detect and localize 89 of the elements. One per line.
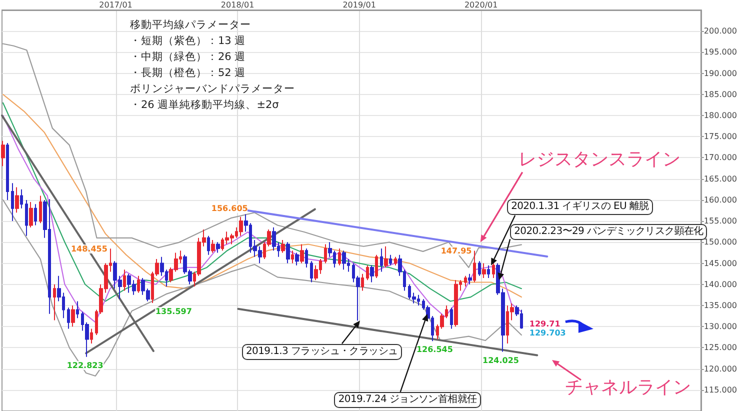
y-tick-label: 120.000 <box>704 364 738 374</box>
y-tick-label: 115.000 <box>704 385 738 394</box>
y-tick-label: 130.000 <box>704 322 738 332</box>
annotation: チャネルライン <box>565 377 691 398</box>
candlestick <box>291 250 294 264</box>
candlestick <box>380 248 383 272</box>
annotation: 129.703 <box>529 328 566 338</box>
candlestick <box>324 244 327 264</box>
candlestick <box>394 256 397 266</box>
annotation: ・中期（緑色）：26 週 <box>130 50 246 64</box>
candlestick <box>281 240 285 254</box>
candlestick <box>370 264 374 283</box>
y-tick-label: 180.000 <box>704 111 738 120</box>
candlestick <box>384 246 388 268</box>
candlestick <box>207 235 210 256</box>
candlestick <box>375 254 378 279</box>
annotation: 2020.2.23〜29 パンデミックリスク顕在化 <box>514 226 704 238</box>
candlestick <box>123 269 126 292</box>
y-tick-label: 155.000 <box>704 216 738 226</box>
candlestick <box>286 242 290 264</box>
candlestick <box>342 250 346 270</box>
candlestick <box>71 304 75 328</box>
annotation: レジスタンスライン <box>518 149 680 170</box>
candlestick <box>468 273 472 285</box>
candlestick <box>20 188 23 209</box>
candlestick <box>305 248 308 268</box>
annotation: 147.95 <box>440 246 472 256</box>
annotation: 122.823 <box>66 360 104 370</box>
candlestick <box>211 240 215 254</box>
candlestick <box>454 280 458 328</box>
y-tick-label: 190.000 <box>704 68 738 78</box>
candlestick <box>90 328 93 344</box>
candlestick <box>34 204 37 226</box>
y-tick-label: 135.000 <box>704 300 738 310</box>
candlestick <box>482 262 486 279</box>
y-tick-label: 200.000 <box>704 26 738 36</box>
y-tick-label: 185.000 <box>704 90 738 99</box>
candlestick <box>487 264 490 279</box>
y-tick-label: 125.000 <box>704 343 738 352</box>
candlestick <box>11 182 14 222</box>
y-tick-label: 170.000 <box>704 153 738 162</box>
candlestick <box>6 142 9 200</box>
annotation: 2020.1.31 イギリスの EU 離脱 <box>507 199 653 216</box>
annotation: 135.597 <box>155 306 192 316</box>
annotation: 2019.1.3 フラッシュ・クラッシュ <box>242 344 402 360</box>
y-tick-label: 195.000 <box>704 48 738 57</box>
candlestick <box>67 307 70 330</box>
x-tick-label: 2017/01 <box>99 0 132 10</box>
candlestick <box>450 307 453 330</box>
candlestick <box>39 195 42 224</box>
candlestick <box>310 260 313 283</box>
annotation: 129.71 <box>529 319 560 328</box>
y-tick-label: 150.000 <box>704 238 738 247</box>
candlestick <box>295 252 299 266</box>
candlestick <box>25 199 28 236</box>
x-tick-label: 2019/01 <box>342 0 376 10</box>
annotation: 156.605 <box>211 204 248 214</box>
candlestick <box>137 275 140 294</box>
annotation: 移動平均線パラメーター <box>130 18 251 32</box>
y-tick-label: 165.000 <box>704 174 738 184</box>
candlestick <box>29 202 33 228</box>
candlestick <box>76 300 79 319</box>
candlestick <box>1 140 5 167</box>
candlestick <box>389 254 392 266</box>
candlestick <box>53 284 56 321</box>
x-tick-label: 2020/01 <box>464 0 498 10</box>
candlestick <box>15 186 19 214</box>
candlestick <box>361 273 364 292</box>
candlestick <box>464 275 467 287</box>
candlestick <box>366 264 369 281</box>
annotation: 126.545 <box>416 345 453 354</box>
y-tick-label: 140.000 <box>704 280 738 289</box>
candlestick <box>473 250 476 283</box>
x-tick-label: 2018/01 <box>220 0 254 10</box>
annotation: 124.025 <box>482 356 519 365</box>
candlestick <box>338 248 341 266</box>
annotation: ・短期（紫色）：13 週 <box>130 34 246 48</box>
annotation: 148.455 <box>70 244 108 254</box>
candlestick <box>239 216 243 236</box>
candlestick <box>216 242 220 254</box>
annotation: 2019.7.24 ジョンソン首相就任 <box>334 392 481 408</box>
candlestick <box>300 244 304 264</box>
candlestick <box>478 260 481 276</box>
annotation: ボリンジャーバンドパラメーター <box>130 82 295 96</box>
annotation: ・26 週単純移動平均線、±2σ <box>130 98 279 112</box>
y-tick-label: 145.000 <box>704 258 738 268</box>
annotation: ・長期（橙色）：52 週 <box>130 66 246 80</box>
y-tick-label: 160.000 <box>704 195 738 204</box>
y-tick-label: 175.000 <box>704 132 738 142</box>
